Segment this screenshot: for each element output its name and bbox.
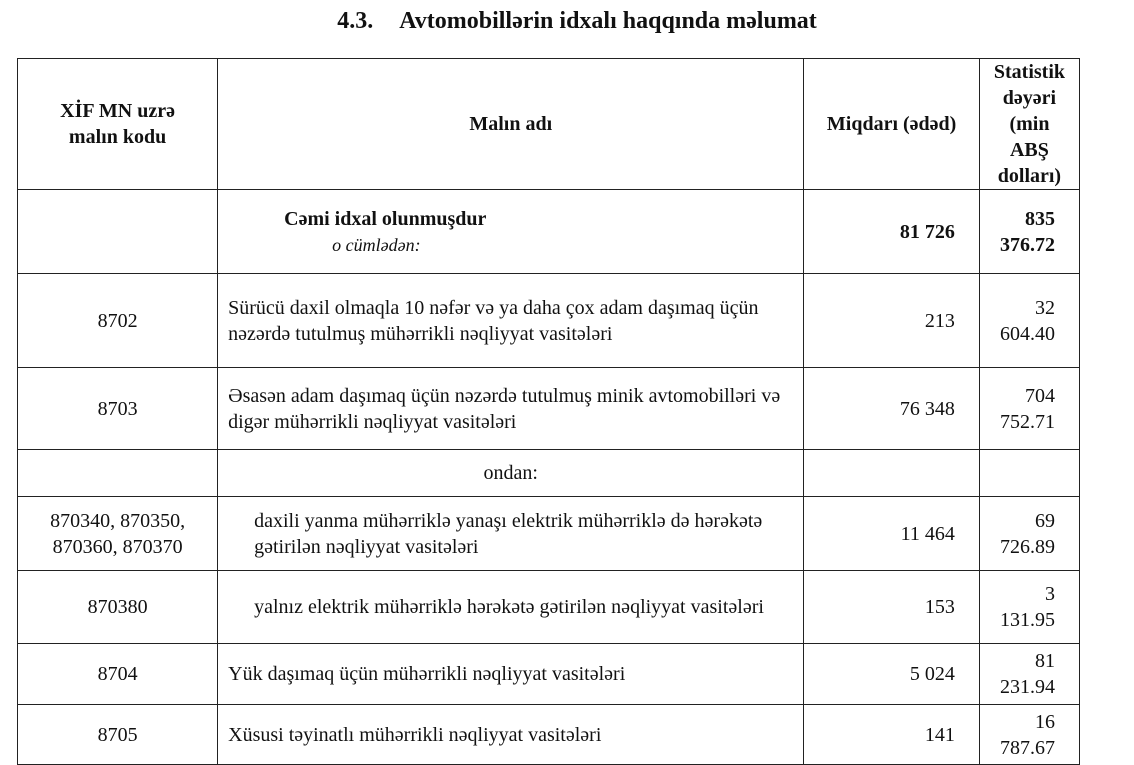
- table-row: 8705 Xüsusi təyinatlı mühərrikli nəqliyy…: [16, 704, 1081, 765]
- row-qty: 153: [803, 570, 980, 644]
- row-code: 8703: [16, 367, 219, 450]
- row-value: 3 131.95: [978, 570, 1081, 644]
- row-qty: 5 024: [803, 643, 980, 705]
- row-name: ondan:: [217, 449, 805, 497]
- row-value: [978, 449, 1081, 497]
- row-code: 870380: [16, 570, 219, 644]
- row-name: yalnız elektrik mühərriklə hərəkətə gəti…: [217, 570, 805, 644]
- table-row: 8702 Sürücü daxil olmaqla 10 nəfər və ya…: [16, 273, 1081, 368]
- total-value: 835 376.72: [978, 189, 1081, 274]
- row-code: [16, 449, 219, 497]
- row-name: Yük daşımaq üçün mühərrikli nəqliyyat va…: [217, 643, 805, 705]
- row-value: 32 604.40: [978, 273, 1081, 368]
- header-name: Malın adı: [217, 58, 805, 190]
- row-code: 8702: [16, 273, 219, 368]
- row-qty: 213: [803, 273, 980, 368]
- section-number: 4.3.: [337, 8, 374, 34]
- title-text: Avtomobillərin idxalı haqqında məlumat: [399, 8, 817, 34]
- row-value: 16 787.67: [978, 704, 1081, 765]
- total-sub: o cümlədən:: [332, 234, 421, 255]
- table-row: 870380 yalnız elektrik mühərriklə hərəkə…: [16, 570, 1081, 644]
- row-name: Əsasən adam daşımaq üçün nəzərdə tutulmu…: [217, 367, 805, 450]
- row-name: Xüsusi təyinatlı mühərrikli nəqliyyat va…: [217, 704, 805, 765]
- row-value: 81 231.94: [978, 643, 1081, 705]
- total-name-cell: Cəmi idxal olunmuşdur o cümlədən:: [217, 189, 805, 274]
- header-row: XİF MN uzrə malın kodu Malın adı Miqdarı…: [16, 58, 1081, 190]
- row-value: 704 752.71: [978, 367, 1081, 450]
- table-row: 8703 Əsasən adam daşımaq üçün nəzərdə tu…: [16, 367, 1081, 450]
- header-value: Statistik dəyəri (min ABŞ dolları): [978, 58, 1081, 190]
- header-code: XİF MN uzrə malın kodu: [16, 58, 219, 190]
- page-title: 4.3. Avtomobillərin idxalı haqqında məlum…: [0, 8, 1134, 35]
- total-name: Cəmi idxal olunmuşdur: [284, 207, 487, 230]
- row-name: Sürücü daxil olmaqla 10 nəfər və ya daha…: [217, 273, 805, 368]
- row-code: 8704: [16, 643, 219, 705]
- table-row: 8704 Yük daşımaq üçün mühərrikli nəqliyy…: [16, 643, 1081, 705]
- row-name: daxili yanma mühərriklə yanaşı elektrik …: [217, 496, 805, 571]
- row-qty: [803, 449, 980, 497]
- table-row: 870340, 870350, 870360, 870370 daxili ya…: [16, 496, 1081, 571]
- row-value: 69 726.89: [978, 496, 1081, 571]
- header-qty: Miqdarı (ədəd): [803, 58, 980, 190]
- import-table: XİF MN uzrə malın kodu Malın adı Miqdarı…: [16, 58, 1081, 765]
- total-qty: 81 726: [803, 189, 980, 274]
- row-code: 8705: [16, 704, 219, 765]
- total-code: [16, 189, 219, 274]
- row-qty: 11 464: [803, 496, 980, 571]
- row-code: 870340, 870350, 870360, 870370: [16, 496, 219, 571]
- total-row: Cəmi idxal olunmuşdur o cümlədən: 81 726…: [16, 189, 1081, 274]
- table-row: ondan:: [16, 449, 1081, 497]
- row-qty: 76 348: [803, 367, 980, 450]
